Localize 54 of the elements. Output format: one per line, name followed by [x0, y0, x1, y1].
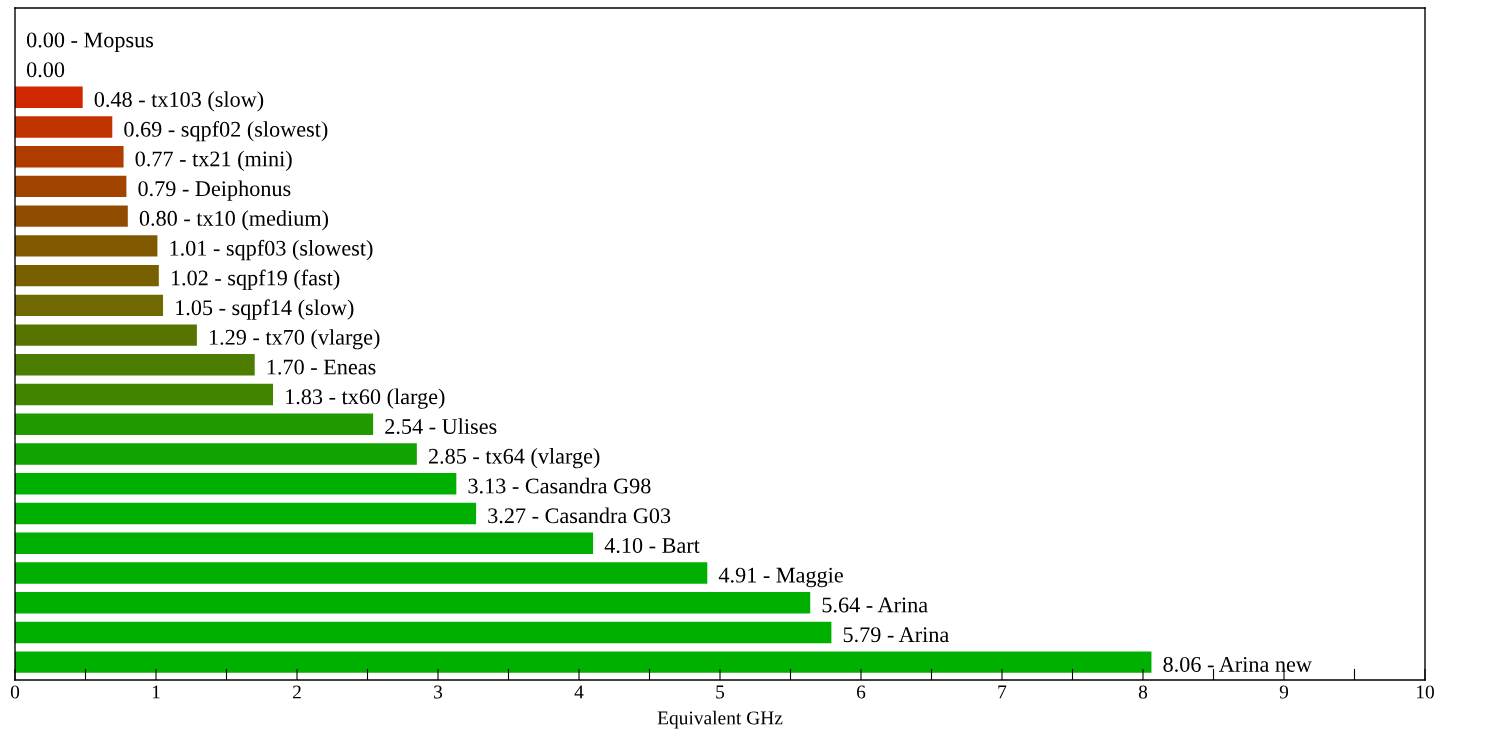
data-label: 1.70 - Eneas: [267, 359, 376, 375]
data-label: 0.77 - tx21 (mini): [135, 150, 292, 171]
data-label: 2.85 - tx64 (vlarge): [428, 448, 600, 469]
bar: [15, 532, 594, 554]
bar: [15, 502, 477, 525]
bar: [15, 324, 197, 346]
bar: [15, 413, 374, 435]
data-label: 0.00: [26, 62, 65, 78]
bar: [15, 473, 457, 495]
x-tick-label: 5: [716, 685, 725, 699]
data-label: 3.27 - Casandra G03: [488, 507, 671, 524]
data-label: 3.13 - Casandra G98: [468, 477, 651, 494]
x-tick-label: 6: [856, 685, 866, 699]
x-tick-label: 8: [1138, 685, 1148, 699]
bar: [15, 264, 159, 287]
data-label: 0.00 - Mopsus: [26, 32, 154, 52]
bar: [15, 591, 811, 614]
bar: [15, 383, 274, 406]
bar: [15, 205, 128, 227]
x-axis-title: Equivalent GHz: [657, 710, 783, 729]
x-tick-label: 2: [292, 685, 301, 699]
bar: [15, 116, 113, 138]
data-label: 1.01 - sqpf03 (slowest): [170, 239, 373, 261]
bar: [15, 145, 124, 168]
data-label: 4.91 - Maggie: [718, 567, 843, 588]
data-label: 2.54 - Ulises: [385, 418, 497, 435]
data-label: 8.06 - Arina new: [1163, 656, 1312, 672]
data-label: 5.64 - Arina: [822, 597, 928, 613]
bar: [15, 621, 832, 644]
bar: [15, 294, 164, 317]
x-tick-label: 3: [434, 685, 443, 699]
x-tick-label: 10: [1416, 685, 1434, 699]
x-tick-label: 0: [10, 685, 20, 699]
bar: [15, 235, 158, 257]
bar: [15, 562, 708, 584]
x-tick-label: 4: [574, 685, 584, 699]
bar: [15, 443, 417, 465]
bar: [15, 354, 255, 376]
data-label: 0.48 - tx103 (slow): [94, 91, 264, 112]
bar: [15, 651, 1152, 673]
data-label: 1.29 - tx70 (vlarge): [209, 329, 380, 350]
data-label: 5.79 - Arina: [843, 627, 949, 643]
x-tick-label: 9: [1279, 685, 1289, 699]
x-tick-label: 7: [998, 685, 1007, 699]
data-label: 4.10 - Bart: [604, 537, 700, 554]
data-label: 0.69 - sqpf02 (slowest): [124, 120, 328, 142]
bar: [15, 86, 83, 108]
x-tick-label: 1: [152, 685, 160, 699]
data-label: 1.83 - tx60 (large): [286, 388, 445, 409]
bar: [15, 175, 127, 198]
data-label: 0.80 - tx10 (medium): [139, 210, 329, 231]
data-label: 1.05 - sqpf14 (slow): [176, 299, 354, 320]
data-label: 1.02 - sqpf19 (fast): [171, 269, 340, 290]
data-label: 0.79 - Deiphonus: [138, 180, 291, 201]
